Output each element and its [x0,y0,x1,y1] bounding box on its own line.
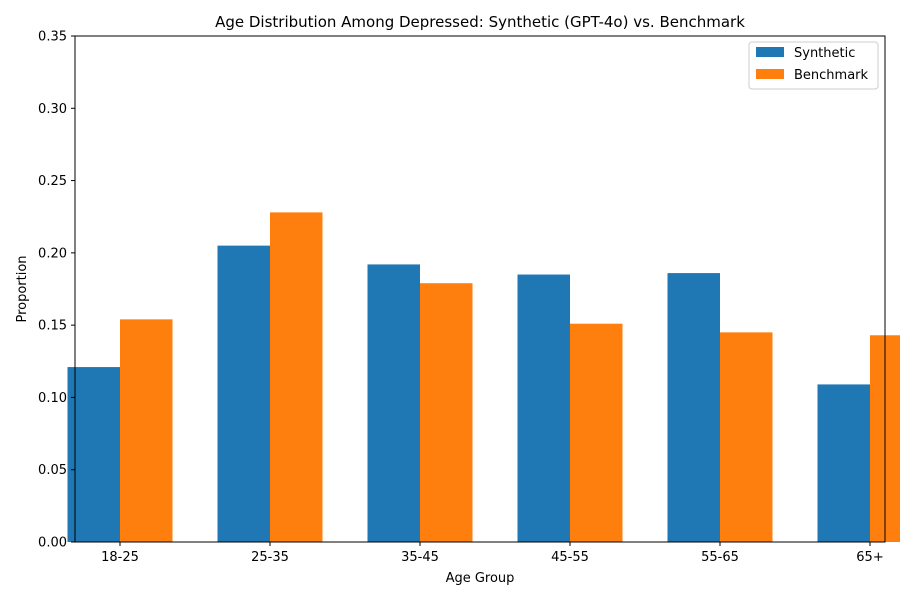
y-tick-label: 0.20 [38,246,67,261]
bar-synthetic-55-65 [668,273,721,542]
x-tick-label: 55-65 [701,550,739,565]
y-tick-label: 0.15 [38,319,67,334]
bar-benchmark-18-25 [120,319,173,542]
bar-synthetic-65+ [818,384,871,542]
legend-label-benchmark: Benchmark [794,68,869,83]
x-tick-label: 45-55 [551,550,589,565]
x-tick-label: 35-45 [401,550,439,565]
bar-synthetic-25-35 [218,246,271,542]
bar-benchmark-25-35 [270,212,323,542]
y-tick-label: 0.35 [38,30,67,45]
legend-label-synthetic: Synthetic [794,46,855,61]
bar-synthetic-35-45 [368,264,421,542]
x-axis-label: Age Group [446,571,515,586]
y-tick-label: 0.00 [38,536,67,551]
x-tick-label: 25-35 [251,550,289,565]
bar-benchmark-55-65 [720,332,773,542]
bar-synthetic-45-55 [518,275,571,542]
bar-benchmark-45-55 [570,324,623,542]
y-tick-label: 0.05 [38,463,67,478]
bars-group [68,212,900,542]
legend: Synthetic Benchmark [749,42,878,89]
x-tick-label: 65+ [856,550,883,565]
legend-swatch-benchmark [756,69,784,79]
x-axis: 18-25 25-35 35-45 45-55 55-65 65+ [101,542,884,565]
y-tick-label: 0.10 [38,391,67,406]
x-tick-label: 18-25 [101,550,139,565]
chart-title: Age Distribution Among Depressed: Synthe… [215,13,745,31]
y-tick-label: 0.30 [38,102,67,117]
bar-benchmark-35-45 [420,283,473,542]
y-tick-label: 0.25 [38,174,67,189]
y-axis-label: Proportion [15,255,30,322]
legend-swatch-synthetic [756,47,784,57]
